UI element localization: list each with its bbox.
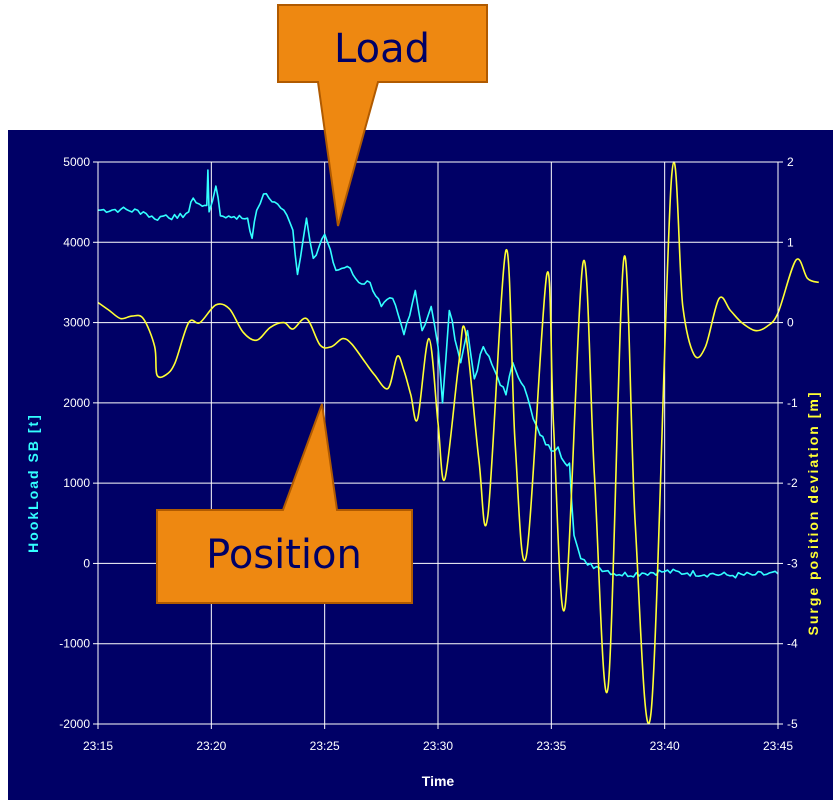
right-axis-tick-label: 2 <box>787 155 794 169</box>
x-axis-tick-label: 23:45 <box>763 739 793 753</box>
right-axis-tick-label: -3 <box>787 556 798 570</box>
left-axis-tick-label: -1000 <box>59 637 90 651</box>
left-axis-tick-label: 2000 <box>63 396 90 410</box>
callout-position-label: Position <box>206 532 362 578</box>
callout-position: Position <box>156 403 413 604</box>
left-axis-title: HookLoad SB [t] <box>25 413 41 553</box>
right-axis-tick-label: -1 <box>787 396 798 410</box>
chart-svg: 5000 2 4000 1 3000 0 2000 -1 1000 -2 0 -3 -1000 -4 -20… <box>25 155 821 789</box>
right-axis-tick-label: 0 <box>787 316 794 330</box>
right-axis-tick-label: -4 <box>787 637 798 651</box>
right-axis-tick-label: -2 <box>787 476 798 490</box>
left-axis-tick-label: -2000 <box>59 717 90 731</box>
left-axis-tick-label: 1000 <box>63 476 90 490</box>
left-axis-tick-label: 4000 <box>63 235 90 249</box>
left-axis-tick-label: 3000 <box>63 316 90 330</box>
x-axis-tick-label: 23:20 <box>196 739 226 753</box>
left-axis-tick-label: 0 <box>83 556 90 570</box>
x-axis-title: Time <box>422 773 455 789</box>
hookload-series-line <box>97 169 779 579</box>
chart-panel: 5000 2 4000 1 3000 0 2000 -1 1000 -2 0 -3 -1000 -4 -20… <box>8 130 833 800</box>
callout-load-label: Load <box>334 26 430 72</box>
x-axis-tick-label: 23:15 <box>83 739 113 753</box>
x-axis-tick-label: 23:25 <box>310 739 340 753</box>
right-axis-tick-label: 1 <box>787 235 794 249</box>
right-axis-title: Surge position deviation [m] <box>805 390 821 635</box>
right-axis-tick-label: -5 <box>787 717 798 731</box>
left-axis-tick-label: 5000 <box>63 155 90 169</box>
x-axis-tick-label: 23:40 <box>650 739 680 753</box>
surge-position-series-line <box>97 161 820 725</box>
x-axis-tick-label: 23:30 <box>423 739 453 753</box>
callout-load: Load <box>277 4 488 227</box>
x-axis-tick-label: 23:35 <box>536 739 566 753</box>
